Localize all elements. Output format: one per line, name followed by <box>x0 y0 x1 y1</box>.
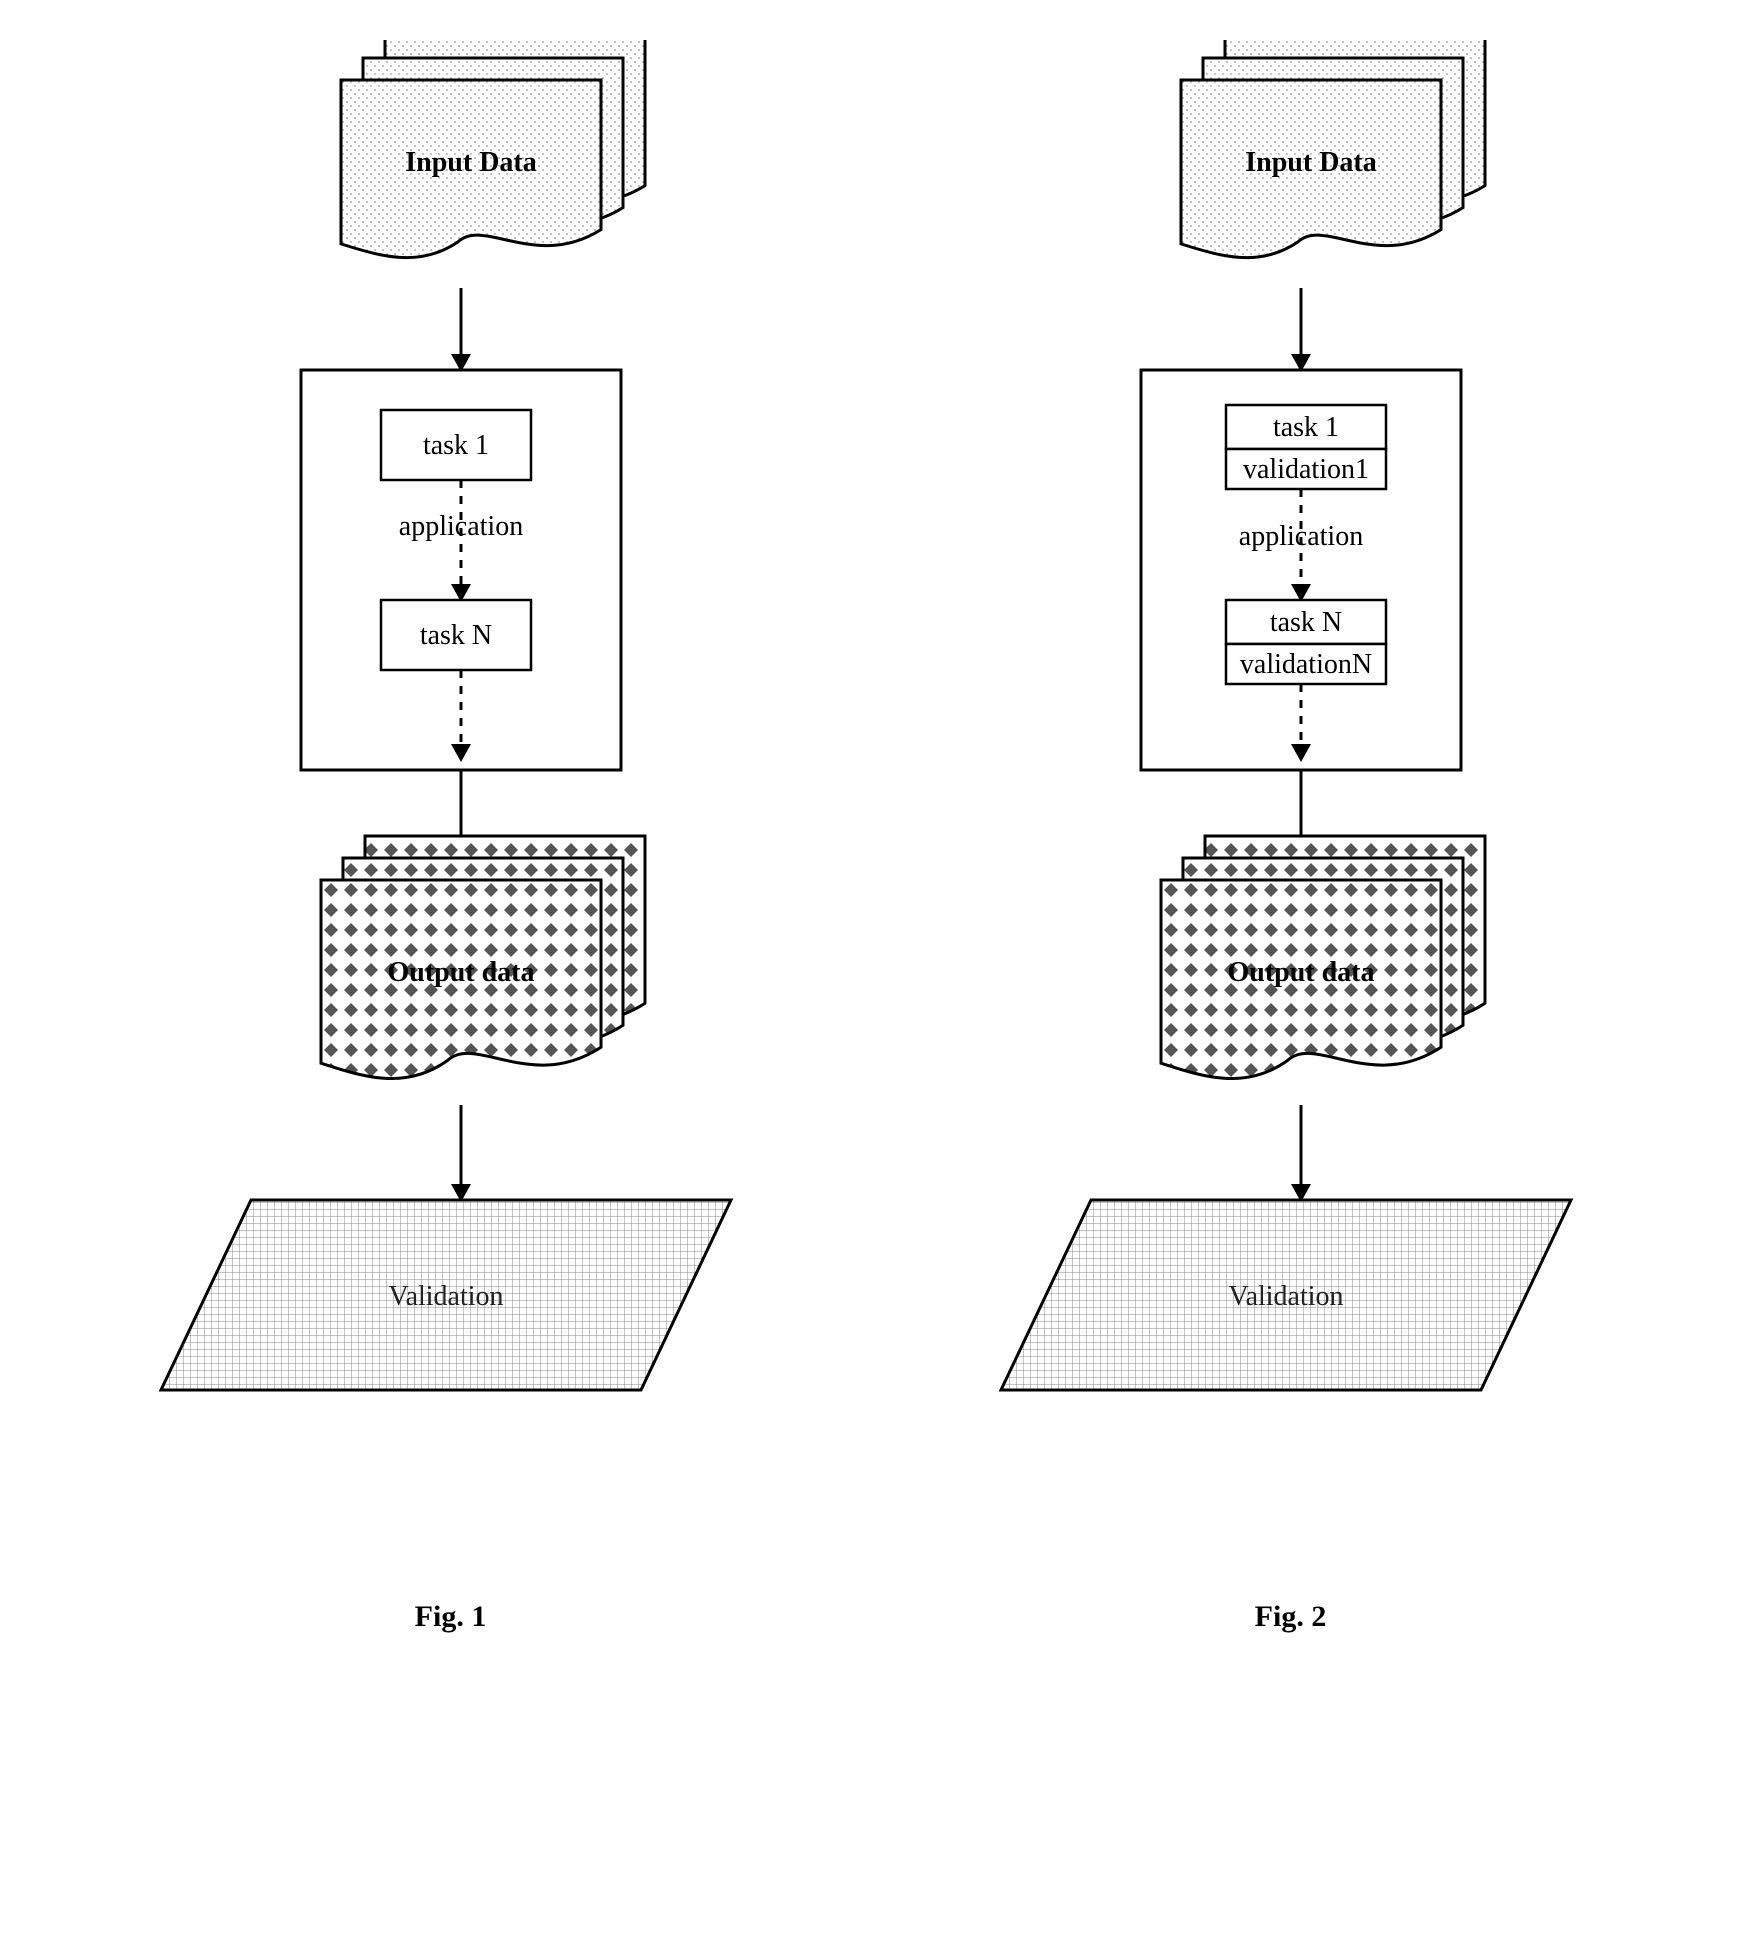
validation-n-box-label: validationN <box>1239 649 1371 680</box>
figure-caption: Fig. 2 <box>1255 1600 1327 1634</box>
input-data: Input Data <box>341 40 645 258</box>
flowchart: Input Data task 1 validation1 application ta… <box>981 40 1601 1540</box>
application-label: application <box>398 511 522 542</box>
arrow-output-to-validation <box>451 1105 471 1202</box>
validation-1-box-label: validation1 <box>1243 454 1369 485</box>
task-n-box-label: task N <box>419 620 491 651</box>
task-1-box-label: task 1 <box>1272 412 1338 443</box>
task-n-box: task N <box>381 600 531 670</box>
figure-2: Input Data task 1 validation1 application ta… <box>981 40 1601 1634</box>
output-data-label: Output data <box>387 957 534 988</box>
validation-n-box: validationN <box>1226 644 1386 684</box>
task-1-box-label: task 1 <box>422 430 488 461</box>
output-data-label: Output data <box>1227 957 1374 988</box>
output-data: Output data <box>1161 836 1485 1079</box>
output-data: Output data <box>321 836 645 1079</box>
task-1-box: task 1 <box>381 410 531 480</box>
task-1-box: task 1 <box>1226 405 1386 449</box>
task-n-box: task N <box>1226 600 1386 644</box>
arrow-input-to-app <box>451 288 471 372</box>
validation-label: Validation <box>1228 1281 1343 1312</box>
validation-1-box: validation1 <box>1226 449 1386 489</box>
input-data-label: Input Data <box>1245 147 1376 178</box>
arrow-output-to-validation <box>1291 1105 1311 1202</box>
input-data: Input Data <box>1181 40 1485 258</box>
input-data-label: Input Data <box>405 147 536 178</box>
task-n-box-label: task N <box>1269 607 1341 638</box>
validation-label: Validation <box>388 1281 503 1312</box>
figure-1: Input Data task 1 application task N Output … <box>141 40 761 1634</box>
validation-shape: Validation <box>161 1200 731 1390</box>
flowchart: Input Data task 1 application task N Output … <box>141 40 761 1540</box>
arrow-input-to-app <box>1291 288 1311 372</box>
figure-caption: Fig. 1 <box>415 1600 487 1634</box>
validation-shape: Validation <box>1001 1200 1571 1390</box>
application-label: application <box>1238 521 1362 552</box>
